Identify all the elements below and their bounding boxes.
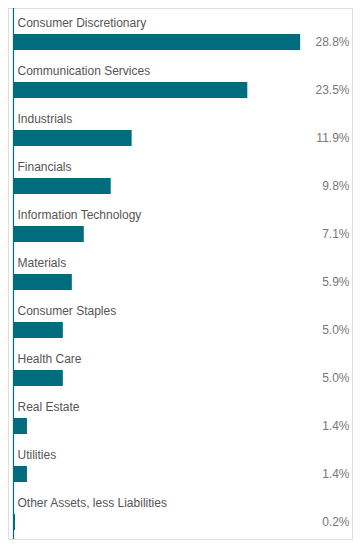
svg-text:5.9%: 5.9% — [322, 275, 350, 289]
svg-text:11.9%: 11.9% — [316, 131, 349, 145]
svg-text:5.0%: 5.0% — [322, 323, 350, 337]
svg-text:Communication Services: Communication Services — [17, 64, 150, 78]
svg-text:7.1%: 7.1% — [322, 227, 350, 241]
svg-text:1.4%: 1.4% — [322, 419, 350, 433]
svg-text:5.0%: 5.0% — [322, 371, 350, 385]
svg-text:Information Technology: Information Technology — [17, 208, 141, 222]
svg-text:Other Assets, less Liabilities: Other Assets, less Liabilities — [17, 496, 166, 510]
svg-text:Health Care: Health Care — [17, 352, 81, 366]
svg-text:Consumer Discretionary: Consumer Discretionary — [17, 16, 146, 30]
svg-text:0.2%: 0.2% — [322, 515, 350, 529]
svg-text:9.8%: 9.8% — [322, 179, 350, 193]
svg-text:1.4%: 1.4% — [322, 467, 350, 481]
svg-text:Materials: Materials — [17, 256, 66, 270]
svg-text:Utilities: Utilities — [17, 448, 56, 462]
svg-text:Real Estate: Real Estate — [17, 400, 79, 414]
svg-text:Financials: Financials — [17, 160, 71, 174]
svg-text:28.8%: 28.8% — [315, 35, 349, 49]
svg-text:Industrials: Industrials — [17, 112, 72, 126]
svg-text:23.5%: 23.5% — [315, 83, 349, 97]
svg-text:Consumer Staples: Consumer Staples — [17, 304, 116, 318]
